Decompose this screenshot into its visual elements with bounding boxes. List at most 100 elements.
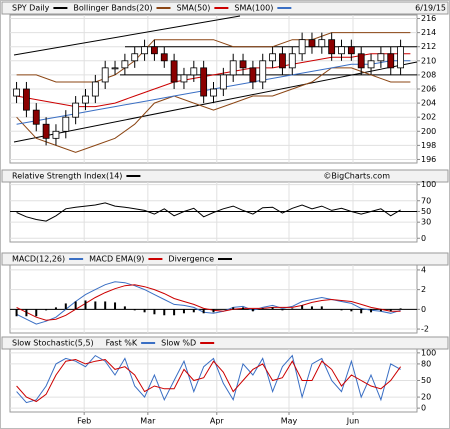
candle-body xyxy=(82,95,89,104)
candle-body xyxy=(347,46,355,55)
histogram-bar xyxy=(350,309,353,312)
y-tick-label: 212 xyxy=(421,42,436,51)
y-tick-label: 50 xyxy=(421,376,431,385)
y-tick-label: 198 xyxy=(421,141,436,150)
candle-body xyxy=(397,46,404,69)
candle-body xyxy=(23,88,30,111)
legend-label: MACD(12,26) xyxy=(12,255,65,264)
sma-line xyxy=(16,53,411,108)
candle-body xyxy=(357,53,365,69)
histogram-bar xyxy=(153,309,156,315)
y-tick-label: 80 xyxy=(421,359,431,368)
y-tick-label: 30 xyxy=(421,218,431,227)
y-tick-label: 0 xyxy=(421,305,426,314)
candle-body xyxy=(91,81,99,97)
y-tick-label: 70 xyxy=(421,196,431,205)
candle-body xyxy=(121,60,129,69)
x-tick-label: Jun xyxy=(346,417,360,426)
histogram-bar xyxy=(232,307,235,310)
candle-body xyxy=(288,53,296,69)
legend-label: Slow Stochastic(5,5) xyxy=(12,339,94,348)
candle-body xyxy=(269,53,276,62)
candle-body xyxy=(111,67,119,70)
y-tick-label: 204 xyxy=(421,99,436,108)
y-tick-label: 2 xyxy=(421,285,426,294)
legend-label: SMA(100) xyxy=(234,4,273,13)
histogram-bar xyxy=(360,309,363,314)
y-tick-label: 100 xyxy=(421,180,436,189)
trendline xyxy=(13,15,241,56)
y-tick-label: 216 xyxy=(421,14,436,23)
candle-body xyxy=(249,67,257,83)
y-tick-label: 200 xyxy=(421,127,436,136)
candle-body xyxy=(131,53,139,62)
y-tick-label: 50 xyxy=(421,207,431,216)
candle-body xyxy=(377,53,385,62)
y-tick-label: 0 xyxy=(421,404,426,413)
histogram-bar xyxy=(310,306,313,310)
histogram-bar xyxy=(202,309,205,314)
histogram-bar xyxy=(389,309,392,312)
credit: ©BigCharts.com xyxy=(323,172,390,181)
histogram-bar xyxy=(64,303,67,310)
histogram-bar xyxy=(35,309,38,317)
histogram-bar xyxy=(320,306,323,310)
candle-body xyxy=(200,67,208,97)
candle-body xyxy=(219,74,227,90)
x-tick-label: May xyxy=(281,417,298,426)
y-tick-label: 214 xyxy=(421,28,436,37)
histogram-bar xyxy=(54,307,57,310)
histogram-bar xyxy=(123,306,126,310)
y-tick-label: 210 xyxy=(421,56,436,65)
candle-body xyxy=(52,130,60,139)
candle-body xyxy=(32,109,40,125)
histogram-bar xyxy=(261,308,264,310)
macd-line xyxy=(16,284,401,321)
candle-body xyxy=(367,60,375,69)
histogram-bar xyxy=(301,305,304,310)
bollinger-lower xyxy=(16,67,411,153)
bollinger-upper xyxy=(16,32,411,83)
candle-body xyxy=(72,102,80,118)
histogram-bar xyxy=(74,301,77,310)
candle-body xyxy=(318,39,326,48)
y-tick-label: 208 xyxy=(421,70,436,79)
candle-body xyxy=(229,60,237,76)
candle-body xyxy=(151,46,158,55)
legend-label: Relative Strength Index(14) xyxy=(12,172,122,181)
histogram-bar xyxy=(114,302,117,310)
y-tick-label: 202 xyxy=(421,113,436,122)
histogram-bar xyxy=(45,309,48,311)
histogram-bar xyxy=(25,309,28,317)
histogram-bar xyxy=(271,307,274,310)
candle-body xyxy=(259,60,267,83)
y-tick-label: 100 xyxy=(421,348,436,357)
legend-label: Fast %K xyxy=(106,339,138,348)
candle-body xyxy=(387,53,395,69)
candle-body xyxy=(160,53,168,62)
candle-body xyxy=(190,67,198,76)
candle-body xyxy=(279,53,286,69)
y-tick-label: 20 xyxy=(421,393,431,402)
histogram-bar xyxy=(340,309,343,311)
histogram-bar xyxy=(143,309,146,313)
y-tick-label: 196 xyxy=(421,155,436,164)
histogram-bar xyxy=(251,309,254,312)
histogram-bar xyxy=(379,309,382,312)
candle-body xyxy=(170,60,178,83)
histogram-bar xyxy=(84,300,87,310)
candle-body xyxy=(141,46,148,55)
candle-body xyxy=(308,39,316,48)
histogram-bar xyxy=(212,309,215,313)
candle-body xyxy=(62,116,70,132)
candle-body xyxy=(298,39,306,55)
chart-date: 6/19/15 xyxy=(415,4,446,13)
legend-label: SMA(50) xyxy=(177,4,211,13)
histogram-bar xyxy=(291,308,294,310)
histogram-bar xyxy=(399,308,402,310)
histogram-bar xyxy=(242,307,245,310)
legend-label: Divergence xyxy=(168,255,214,264)
candle-body xyxy=(101,67,109,83)
candle-body xyxy=(180,74,188,83)
